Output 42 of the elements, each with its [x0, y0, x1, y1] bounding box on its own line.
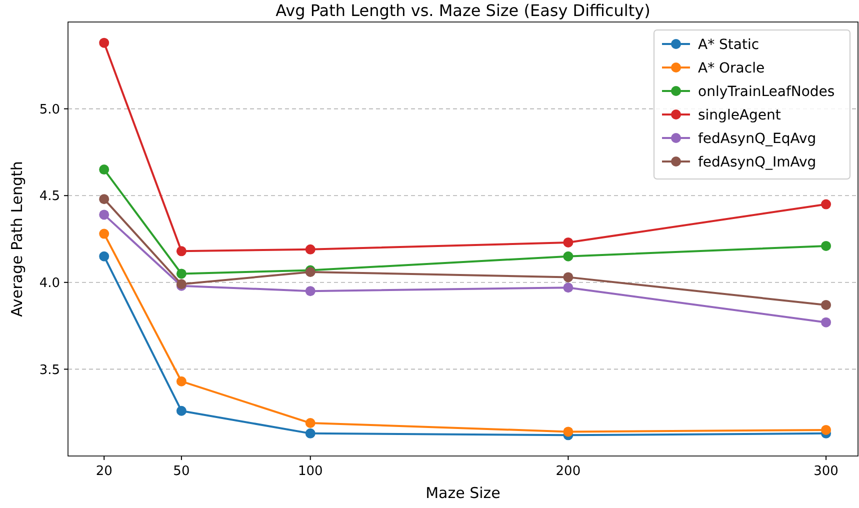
y-axis-title: Average Path Length	[8, 161, 26, 317]
point	[821, 199, 832, 210]
y-tick-label: 4.0	[39, 276, 60, 291]
point	[563, 272, 574, 282]
point	[563, 282, 574, 293]
legend-label: onlyTrainLeafNodes	[698, 84, 835, 100]
x-tick-label: 200	[556, 464, 581, 479]
legend-label: fedAsynQ_EqAvg	[698, 130, 816, 147]
y-tick-label: 3.5	[39, 362, 60, 378]
point	[563, 426, 574, 437]
legend-label: fedAsynQ_ImAvg	[698, 154, 816, 170]
x-tick-label: 100	[298, 464, 323, 479]
point	[821, 240, 832, 251]
x-axis-title: Maze Size	[426, 484, 500, 502]
point	[99, 251, 110, 262]
chart-title: Avg Path Length vs. Maze Size (Easy Difficulty)	[276, 1, 650, 20]
y-tick-label: 4.5	[39, 189, 60, 204]
point	[305, 418, 316, 428]
point	[99, 194, 110, 204]
y-tick-label: 5.0	[39, 102, 60, 118]
point	[176, 268, 186, 279]
point	[563, 237, 574, 248]
point	[99, 210, 110, 220]
point	[176, 406, 186, 416]
point	[99, 164, 110, 175]
point	[821, 424, 832, 435]
legend-label: singleAgent	[698, 107, 782, 124]
legend-label: A* Static	[698, 36, 760, 53]
point	[821, 317, 832, 328]
point	[305, 428, 316, 438]
point	[176, 246, 186, 256]
point	[176, 376, 186, 386]
point	[821, 300, 832, 310]
point	[99, 228, 110, 239]
x-tick-label: 20	[96, 464, 112, 479]
point	[305, 244, 316, 254]
legend-label: A* Oracle	[698, 60, 765, 76]
x-tick-label: 50	[173, 464, 190, 479]
point	[563, 251, 574, 262]
point	[99, 38, 110, 48]
point	[305, 286, 316, 296]
x-tick-label: 300	[814, 464, 838, 479]
